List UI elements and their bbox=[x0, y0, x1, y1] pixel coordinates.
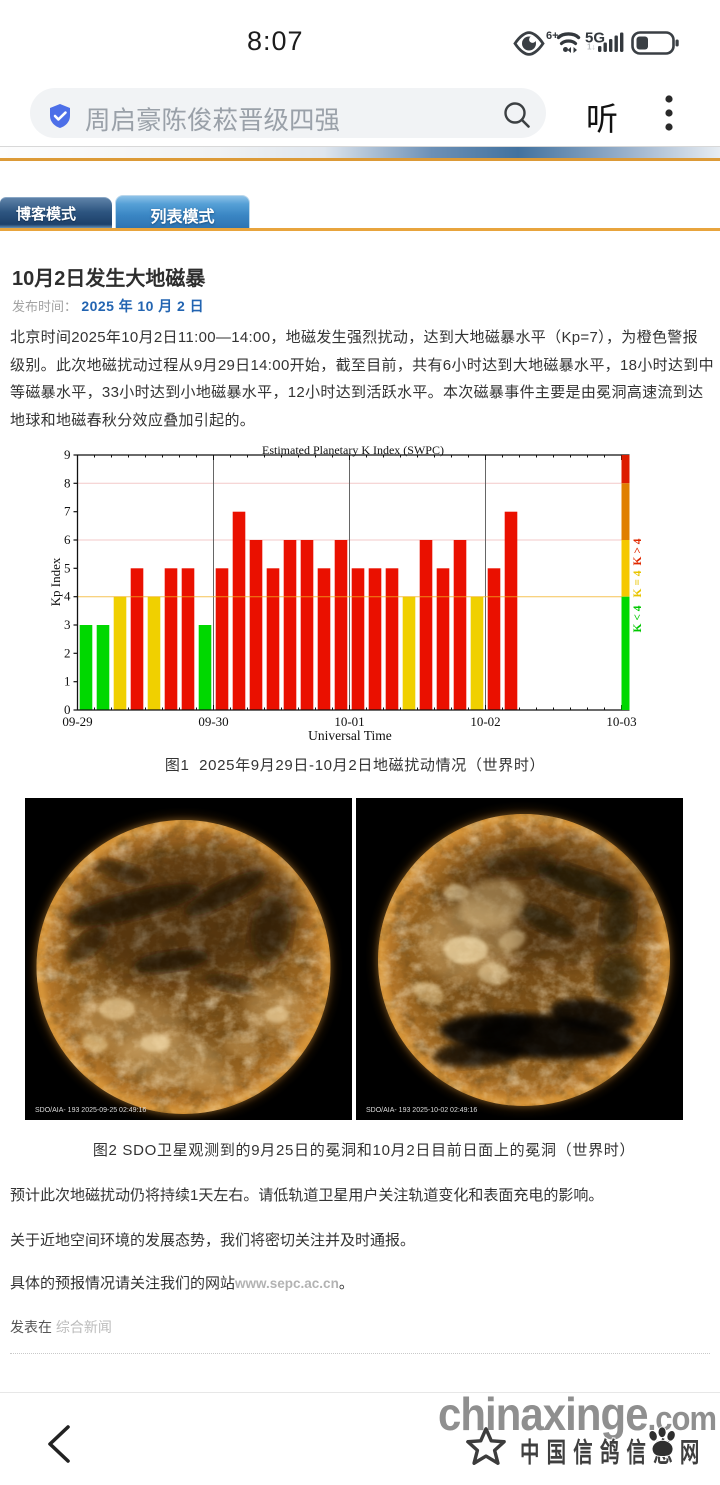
svg-text:3: 3 bbox=[64, 617, 71, 632]
svg-text:7: 7 bbox=[64, 504, 71, 519]
svg-text:10-01: 10-01 bbox=[334, 714, 364, 729]
svg-text:10-03: 10-03 bbox=[606, 714, 636, 729]
svg-text:09-29: 09-29 bbox=[62, 714, 92, 729]
svg-text:Estimated Planetary K Index (S: Estimated Planetary K Index (SWPC) bbox=[262, 443, 444, 457]
svg-text:1: 1 bbox=[64, 674, 71, 689]
svg-text:2: 2 bbox=[64, 645, 71, 660]
svg-text:6+: 6+ bbox=[546, 30, 559, 42]
svg-text:K = 4: K = 4 bbox=[632, 570, 644, 597]
svg-text:Kp Index: Kp Index bbox=[48, 557, 63, 606]
svg-text:SDO/AIA- 193 2025-10-02 02:49:: SDO/AIA- 193 2025-10-02 02:49:16 bbox=[366, 1107, 477, 1114]
svg-text:0: 0 bbox=[64, 702, 71, 717]
svg-text:Universal Time: Universal Time bbox=[308, 728, 392, 743]
svg-text:9: 9 bbox=[64, 447, 71, 462]
svg-text:5G: 5G bbox=[585, 30, 605, 47]
svg-text:09-30: 09-30 bbox=[198, 714, 228, 729]
svg-text:8: 8 bbox=[64, 475, 71, 490]
svg-text:K > 4: K > 4 bbox=[632, 538, 644, 565]
svg-text:5: 5 bbox=[64, 560, 71, 575]
svg-text:1↓: 1↓ bbox=[587, 43, 595, 52]
svg-text:SDO/AIA- 193 2025-09-25 02:49:: SDO/AIA- 193 2025-09-25 02:49:16 bbox=[35, 1107, 146, 1114]
svg-text:10-02: 10-02 bbox=[470, 714, 500, 729]
svg-text:6: 6 bbox=[64, 532, 71, 547]
svg-text:K < 4: K < 4 bbox=[632, 605, 644, 632]
svg-text:4: 4 bbox=[64, 589, 71, 604]
